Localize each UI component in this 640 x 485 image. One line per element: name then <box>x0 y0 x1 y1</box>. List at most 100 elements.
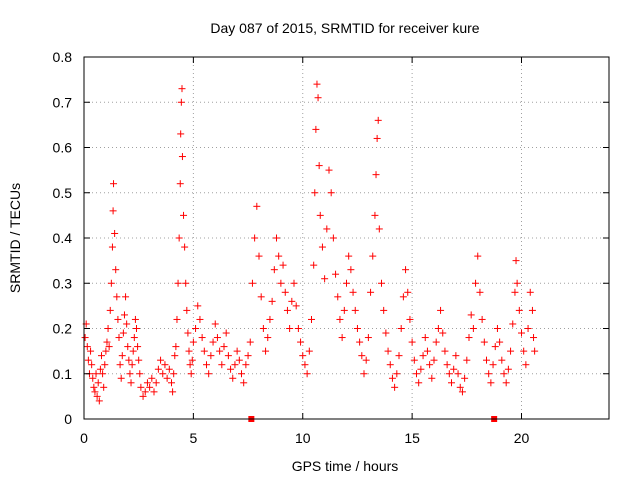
data-point <box>402 266 410 274</box>
data-point <box>213 334 221 342</box>
data-point <box>268 297 276 305</box>
data-point <box>175 234 183 242</box>
data-point <box>113 293 121 301</box>
data-point <box>474 252 482 260</box>
data-point <box>257 293 265 301</box>
data-point <box>180 211 188 219</box>
data-point <box>454 370 462 378</box>
data-point <box>374 116 382 124</box>
data-point <box>321 275 329 283</box>
data-point <box>323 225 331 233</box>
data-point <box>110 180 118 188</box>
data-point <box>211 320 219 328</box>
data-point <box>259 325 267 332</box>
data-point <box>458 388 466 396</box>
data-point <box>242 361 250 369</box>
data-point <box>183 306 191 314</box>
data-point <box>120 311 128 319</box>
data-point <box>99 370 107 378</box>
data-point <box>312 125 320 133</box>
data-point <box>152 379 160 387</box>
data-point <box>384 347 392 355</box>
data-point <box>443 361 451 369</box>
y-tick-label: 0.1 <box>53 366 73 382</box>
data-point <box>375 225 383 233</box>
data-point <box>141 388 149 396</box>
data-point <box>299 352 307 360</box>
data-point <box>399 293 407 301</box>
data-point <box>233 347 241 355</box>
data-point <box>358 352 366 360</box>
data-point <box>469 325 477 332</box>
data-point <box>240 379 248 387</box>
y-tick-label: 0.4 <box>53 230 73 246</box>
data-point <box>369 252 377 260</box>
data-point <box>290 279 298 287</box>
data-point <box>378 279 385 287</box>
data-point <box>184 329 192 337</box>
data-point <box>395 352 403 360</box>
data-point <box>127 379 135 387</box>
data-point <box>220 343 228 351</box>
data-point <box>353 325 361 332</box>
data-point <box>500 370 508 378</box>
data-point <box>137 383 145 391</box>
data-point <box>410 356 418 364</box>
data-point <box>126 370 134 378</box>
data-point <box>372 171 380 179</box>
data-point <box>461 374 469 382</box>
data-point <box>437 306 445 314</box>
data-point <box>146 383 154 391</box>
data-point <box>103 338 111 346</box>
x-tick-label: 10 <box>295 430 311 446</box>
x-axis-label: GPS time / hours <box>292 458 399 474</box>
data-point <box>114 315 122 323</box>
data-point <box>478 315 486 323</box>
data-point <box>294 325 302 332</box>
data-point <box>112 266 120 274</box>
data-point <box>159 370 167 378</box>
data-point <box>391 383 399 391</box>
data-point <box>109 207 117 215</box>
data-point <box>173 315 181 323</box>
data-point <box>96 365 104 373</box>
data-point <box>325 166 333 174</box>
data-point <box>253 202 261 210</box>
data-point <box>182 279 190 287</box>
axis-ticks <box>83 56 609 420</box>
y-tick-labels: 0 0.1 0.2 0.3 0.4 0.5 0.6 0.7 0.8 <box>53 49 73 427</box>
data-point <box>465 334 473 342</box>
data-point <box>493 325 501 332</box>
data-point <box>157 356 165 364</box>
data-point <box>154 365 162 373</box>
data-point <box>441 347 449 355</box>
data-point <box>528 306 536 314</box>
data-point <box>524 325 532 332</box>
data-point <box>526 288 534 296</box>
data-point <box>176 180 184 188</box>
data-point <box>434 325 442 332</box>
data-point <box>345 252 353 260</box>
data-point <box>207 352 215 360</box>
data-point <box>332 270 340 278</box>
data-point <box>205 370 213 378</box>
data-points <box>81 80 539 405</box>
data-point <box>177 130 185 138</box>
data-point <box>502 379 510 387</box>
data-point <box>360 370 368 378</box>
data-point <box>171 352 179 360</box>
data-point <box>209 338 217 346</box>
data-point <box>423 347 431 355</box>
data-point <box>136 370 144 378</box>
data-point <box>406 315 414 323</box>
data-point <box>380 306 388 314</box>
data-point <box>186 361 194 369</box>
data-point <box>270 266 278 274</box>
data-point <box>329 234 337 242</box>
data-point <box>439 329 447 337</box>
data-point <box>134 343 142 351</box>
data-point <box>430 356 438 364</box>
data-point <box>185 347 193 355</box>
data-point <box>143 379 151 387</box>
